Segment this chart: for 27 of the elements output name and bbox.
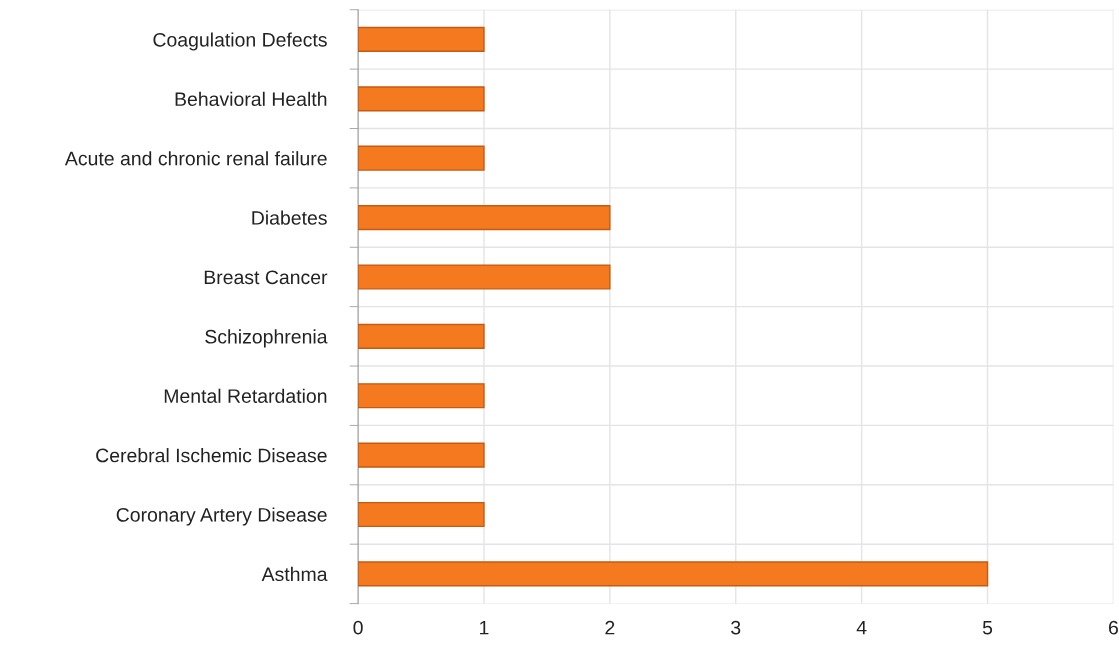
- bar: [358, 145, 485, 171]
- bar: [358, 86, 485, 112]
- bar: [358, 205, 611, 231]
- bar: [358, 323, 485, 349]
- x-tick-label: 0: [353, 620, 363, 635]
- x-tick-label: 5: [982, 620, 993, 635]
- y-tick-label: Behavioral Health: [175, 91, 327, 107]
- bar: [358, 26, 485, 52]
- x-tick-label: 2: [605, 620, 615, 635]
- bar: [358, 383, 485, 409]
- bar: [358, 442, 485, 468]
- y-tick-label: Acute and chronic renal failure: [64, 151, 327, 166]
- x-tick-label: 4: [856, 620, 867, 635]
- y-tick-label: Asthma: [261, 566, 328, 582]
- bar: [358, 264, 611, 290]
- y-tick-label: Coronary Artery Disease: [116, 507, 327, 526]
- y-tick-label: Mental Retardation: [164, 388, 327, 403]
- x-tick-label: 3: [731, 620, 741, 635]
- y-tick-label: Cerebral Ischemic Disease: [96, 448, 327, 463]
- x-tick-label: 6: [1108, 620, 1118, 635]
- x-tick-label: 1: [480, 620, 489, 635]
- bar: [358, 501, 485, 528]
- y-tick-label: Diabetes: [252, 210, 327, 225]
- bar: [358, 561, 989, 587]
- y-tick-label: Coagulation Defects: [153, 32, 327, 51]
- y-tick-label: Breast Cancer: [204, 270, 328, 285]
- y-tick-label: Schizophrenia: [205, 329, 328, 348]
